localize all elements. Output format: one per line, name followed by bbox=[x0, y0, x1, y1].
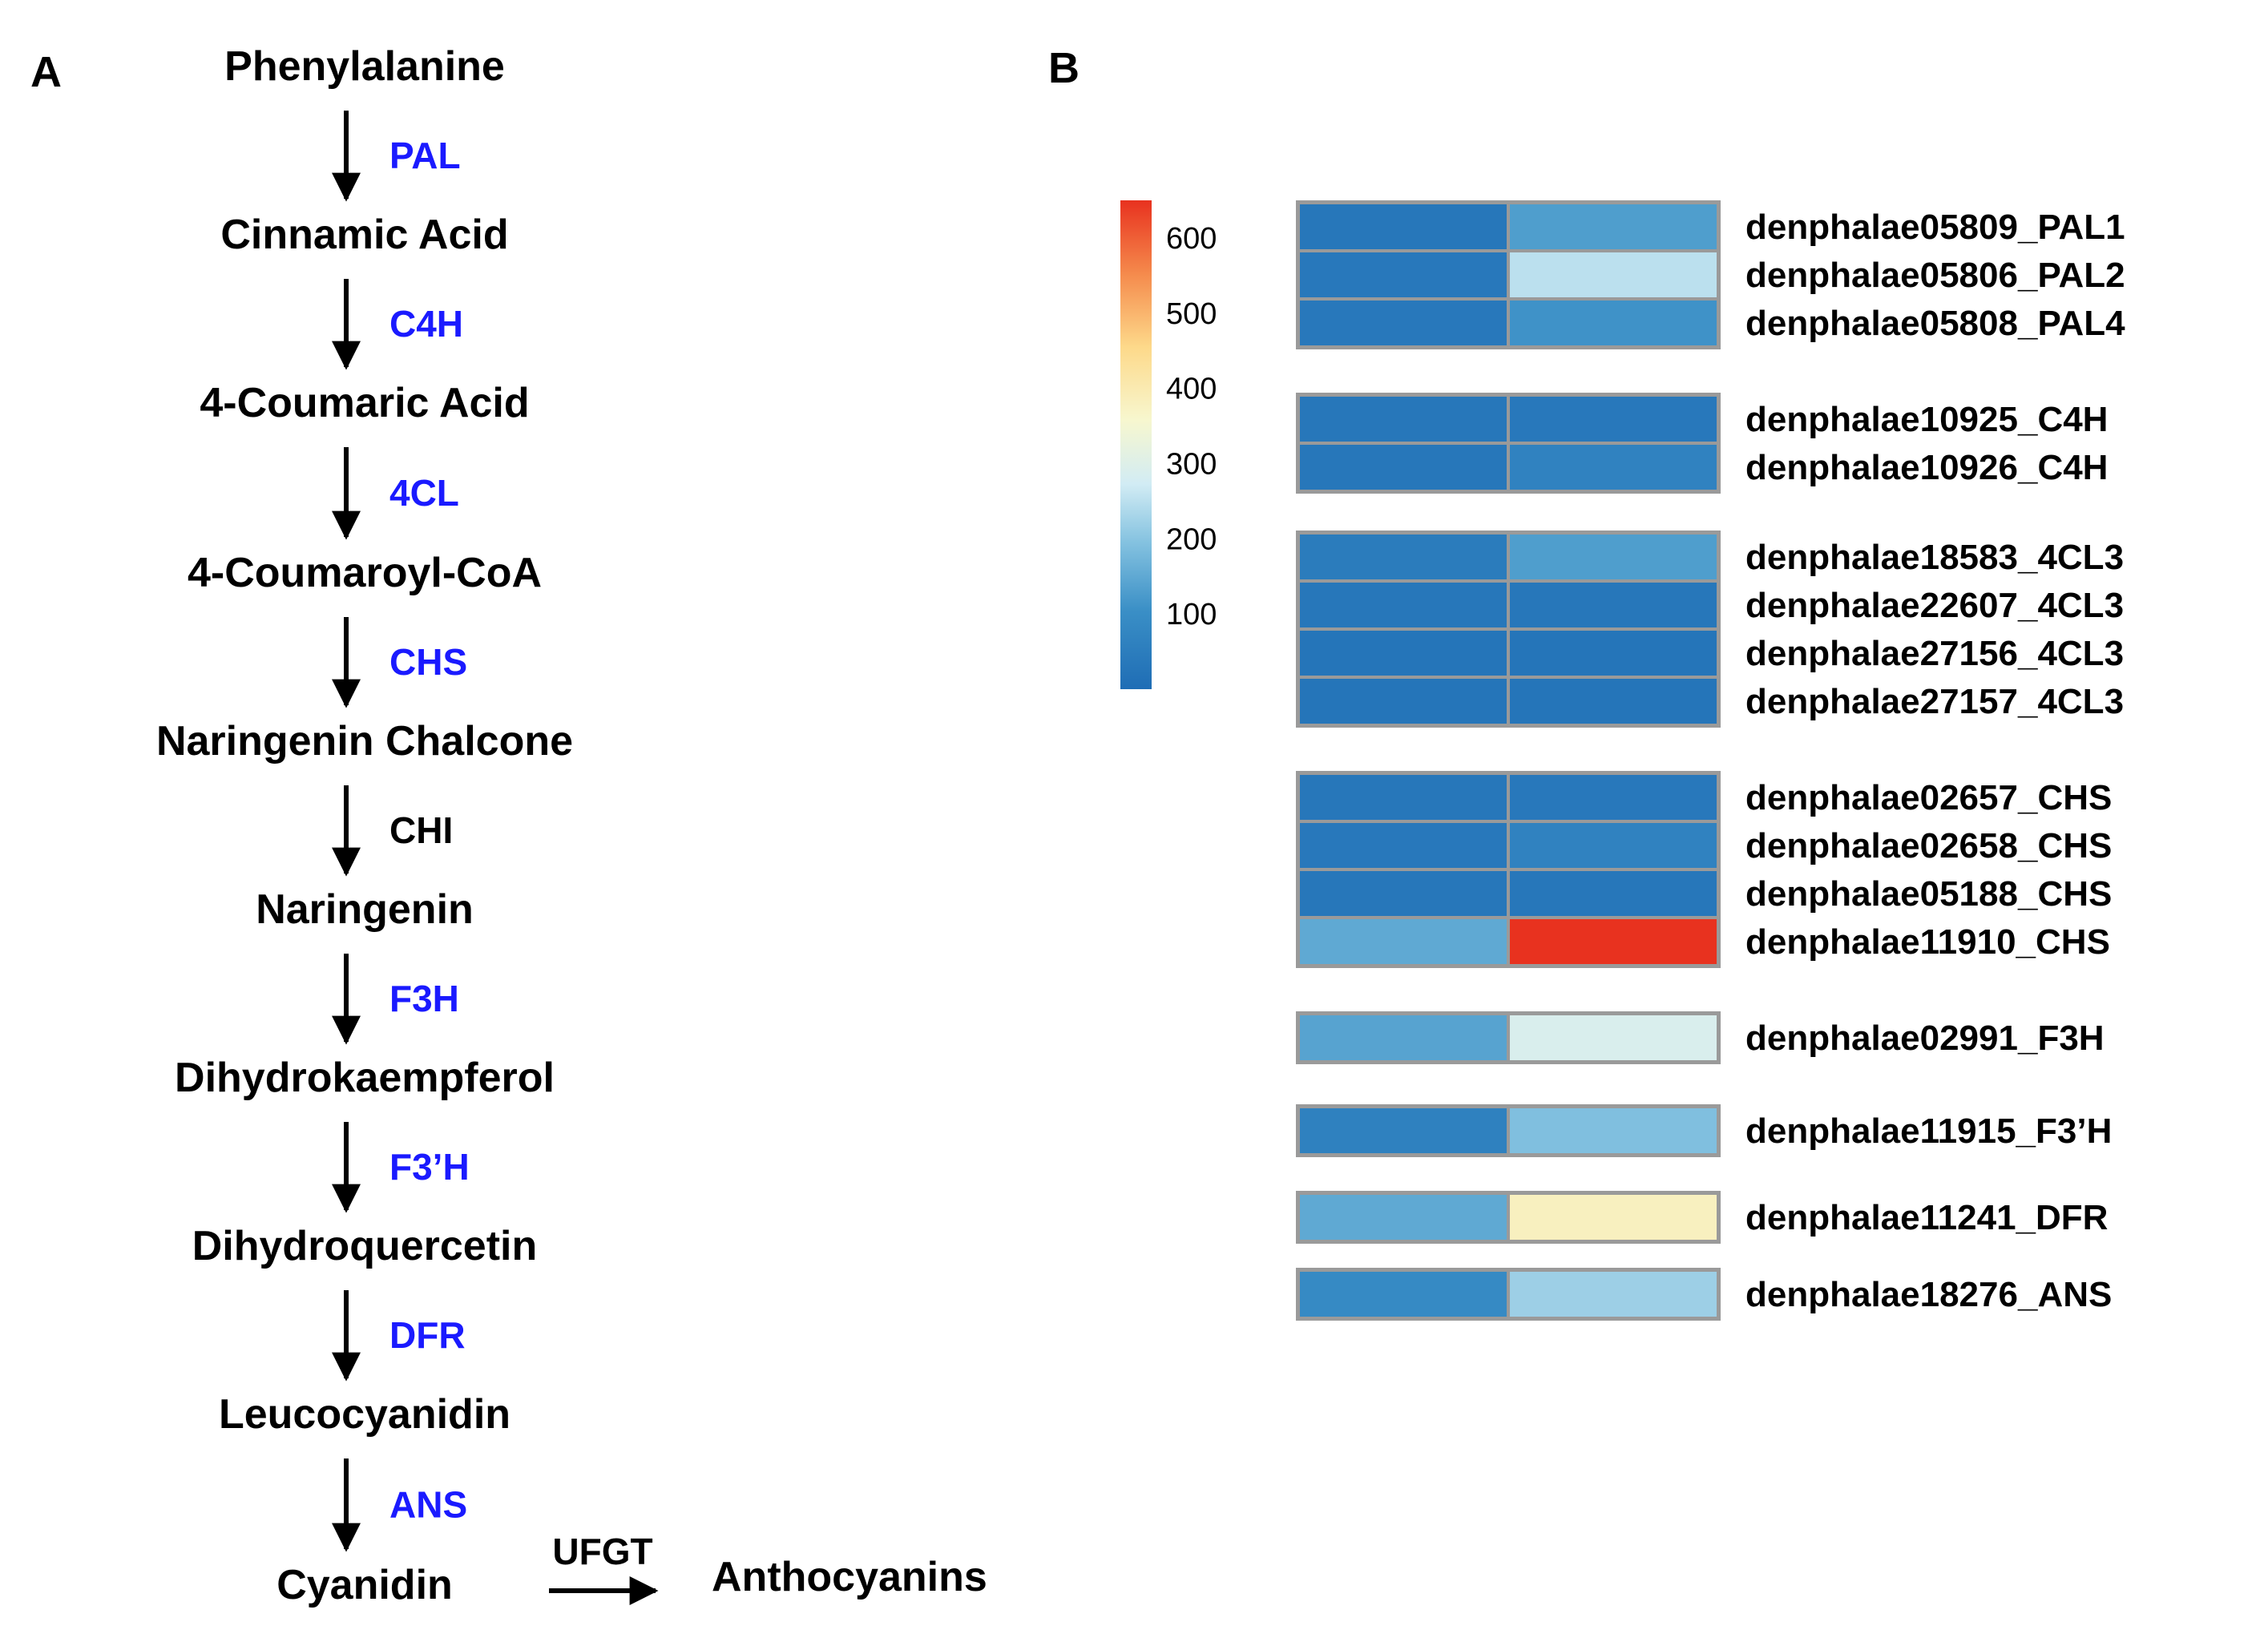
gene-labels: denphalae05809_PAL1 denphalae05806_PAL2de… bbox=[1745, 208, 2125, 1314]
compound-label: Naringenin bbox=[256, 886, 474, 933]
heatmap-cell bbox=[1300, 1272, 1507, 1317]
heatmap-cell bbox=[1510, 823, 1717, 868]
gene-label: denphalae18276_ANS bbox=[1745, 1275, 2112, 1314]
heatmap-cell bbox=[1510, 535, 1717, 579]
heatmap-cell bbox=[1510, 445, 1717, 490]
heatmap-cell bbox=[1510, 919, 1717, 964]
colorbar-tick-label: 200 bbox=[1166, 522, 1217, 556]
gene-label: denphalae18583_4CL3 bbox=[1745, 538, 2124, 577]
heatmap-cell bbox=[1510, 679, 1717, 724]
gene-label: denphalae22607_4CL3 bbox=[1745, 586, 2124, 625]
heatmap-cell bbox=[1510, 204, 1717, 249]
enzyme-label: CHI bbox=[389, 809, 453, 851]
heatmap-cell bbox=[1300, 301, 1507, 345]
pathway-diagram: Phenylalanine Cinnamic Acid 4-Coumaric Aci… bbox=[156, 43, 987, 1608]
heatmap-cell bbox=[1300, 775, 1507, 820]
enzyme-label: F3’H bbox=[389, 1146, 470, 1188]
heatmap-cell bbox=[1300, 397, 1507, 442]
heatmap-cell bbox=[1510, 252, 1717, 297]
heatmap-cell bbox=[1510, 1015, 1717, 1060]
compound-label: 4-Coumaric Acid bbox=[200, 380, 529, 426]
enzyme-label: DFR bbox=[389, 1314, 466, 1356]
gene-label: denphalae10926_C4H bbox=[1745, 448, 2108, 487]
gene-label: denphalae02991_F3H bbox=[1745, 1019, 2105, 1058]
heatmap-cell bbox=[1300, 631, 1507, 676]
gene-label: denphalae27157_4CL3 bbox=[1745, 682, 2124, 721]
enzyme-label: 4CL bbox=[389, 472, 459, 514]
colorbar-tick-label: 600 bbox=[1166, 222, 1217, 256]
colorbar-tick-label: 100 bbox=[1166, 598, 1217, 631]
gene-label: denphalae05806_PAL2 bbox=[1745, 256, 2125, 295]
gene-label: denphalae10925_C4H bbox=[1745, 400, 2108, 439]
gene-label: denphalae05188_CHS bbox=[1745, 874, 2112, 914]
compound-label: 4-Coumaroyl-CoA bbox=[188, 550, 542, 596]
enzyme-label: ANS bbox=[389, 1484, 467, 1526]
heatmap-cell bbox=[1300, 823, 1507, 868]
heatmap-cell bbox=[1300, 1015, 1507, 1060]
heatmap-cell bbox=[1510, 301, 1717, 345]
heatmap-cell bbox=[1300, 1108, 1507, 1153]
heatmap-cells bbox=[1296, 200, 1721, 1321]
heatmap-cell bbox=[1510, 871, 1717, 916]
colorbar-tick-label: 400 bbox=[1166, 373, 1217, 406]
compound-label: Cinnamic Acid bbox=[220, 212, 508, 258]
heatmap-cell bbox=[1300, 535, 1507, 579]
enzyme-label: PAL bbox=[389, 135, 461, 176]
compound-label: Dihydrokaempferol bbox=[175, 1055, 555, 1101]
gene-label: denphalae05808_PAL4 bbox=[1745, 304, 2125, 343]
colorbar-tick-label: 500 bbox=[1166, 297, 1217, 331]
compound-label: Naringenin Chalcone bbox=[156, 718, 573, 765]
heatmap-cell bbox=[1510, 397, 1717, 442]
heatmap-cell bbox=[1300, 919, 1507, 964]
enzyme-label: C4H bbox=[389, 303, 463, 345]
gene-label: denphalae27156_4CL3 bbox=[1745, 634, 2124, 673]
colorbar bbox=[1120, 200, 1152, 689]
gene-label: denphalae02658_CHS bbox=[1745, 826, 2112, 865]
heatmap-cell bbox=[1300, 583, 1507, 627]
gene-label: denphalae05809_PAL1 bbox=[1745, 208, 2125, 247]
heatmap-cell bbox=[1300, 252, 1507, 297]
heatmap-cell bbox=[1300, 1195, 1507, 1240]
enzyme-label: F3H bbox=[389, 978, 459, 1019]
compound-label: Cyanidin bbox=[276, 1562, 453, 1608]
heatmap-cell bbox=[1300, 679, 1507, 724]
enzyme-label: CHS bbox=[389, 641, 467, 683]
heatmap-cell bbox=[1510, 1195, 1717, 1240]
colorbar-tick-label: 300 bbox=[1166, 447, 1217, 481]
compound-label: Leucocyanidin bbox=[219, 1391, 511, 1438]
heatmap-cell bbox=[1510, 1108, 1717, 1153]
gene-label: denphalae11915_F3’H bbox=[1745, 1112, 2112, 1151]
heatmap-cell bbox=[1510, 775, 1717, 820]
compound-label: Dihydroquercetin bbox=[192, 1223, 538, 1269]
colorbar-ticks: 100 200 300 400 500 600 bbox=[1166, 222, 1217, 631]
heatmap-cell bbox=[1300, 445, 1507, 490]
gene-label: denphalae02657_CHS bbox=[1745, 778, 2112, 817]
heatmap-cell bbox=[1300, 204, 1507, 249]
panel-label-a: A bbox=[30, 48, 62, 96]
compound-label: Phenylalanine bbox=[224, 43, 505, 90]
heatmap-cell bbox=[1510, 583, 1717, 627]
gene-label: denphalae11910_CHS bbox=[1745, 922, 2110, 962]
heatmap-cell bbox=[1510, 1272, 1717, 1317]
heatmap-cell bbox=[1510, 631, 1717, 676]
gene-label: denphalae11241_DFR bbox=[1745, 1198, 2108, 1237]
enzyme-label-ufgt: UFGT bbox=[552, 1531, 652, 1572]
panel-label-b: B bbox=[1048, 44, 1080, 92]
heatmap-cell bbox=[1300, 871, 1507, 916]
product-label: Anthocyanins bbox=[712, 1554, 987, 1600]
